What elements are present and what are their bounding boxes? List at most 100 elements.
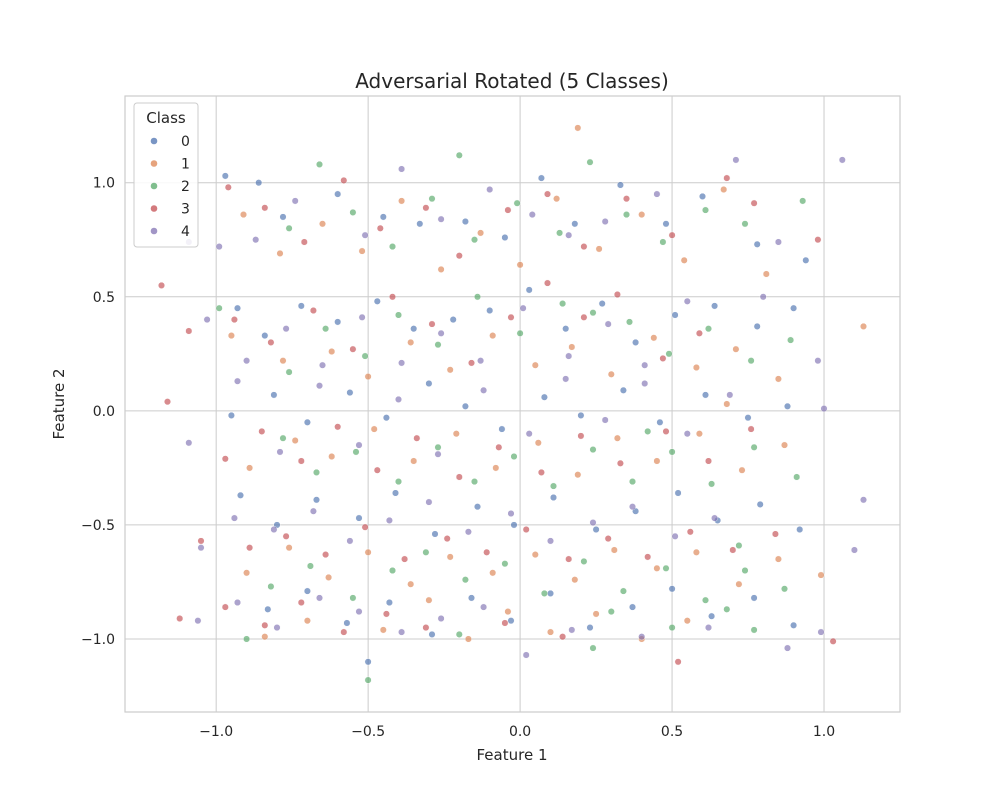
data-point <box>577 432 585 440</box>
data-point <box>565 352 573 360</box>
data-point <box>659 238 667 246</box>
data-point <box>507 313 515 321</box>
data-point <box>659 354 667 362</box>
data-point <box>756 500 764 508</box>
data-point <box>723 605 731 613</box>
data-point <box>437 215 445 223</box>
data-point <box>464 635 472 643</box>
data-point <box>349 594 357 602</box>
data-point <box>793 473 801 481</box>
data-point <box>641 379 649 388</box>
data-point <box>388 566 397 575</box>
legend-item-label: 0 <box>181 134 190 150</box>
data-point <box>504 206 512 214</box>
data-point <box>385 516 393 524</box>
data-point <box>358 313 366 321</box>
data-point <box>297 302 305 310</box>
data-point <box>355 608 363 616</box>
data-point <box>306 562 314 570</box>
data-point <box>683 617 691 625</box>
data-point <box>559 300 567 308</box>
data-point <box>239 211 248 219</box>
data-point <box>601 416 609 424</box>
data-point <box>522 651 530 659</box>
data-point <box>622 195 631 203</box>
data-point <box>589 309 597 317</box>
data-point <box>674 489 682 497</box>
data-point <box>553 195 561 203</box>
data-point <box>586 158 594 166</box>
data-point <box>312 496 321 504</box>
data-point <box>574 471 582 479</box>
data-point <box>616 181 624 189</box>
data-point <box>641 361 649 369</box>
data-point <box>610 546 618 554</box>
data-point <box>361 523 369 531</box>
data-point <box>735 580 743 588</box>
data-point <box>546 628 555 636</box>
data-point <box>346 537 354 545</box>
data-point <box>522 525 530 534</box>
y-tick-label: 0.0 <box>93 404 115 420</box>
data-point <box>300 238 308 246</box>
data-point <box>513 199 521 207</box>
legend-marker <box>150 182 158 190</box>
data-point <box>422 624 430 632</box>
series-3 <box>157 174 837 666</box>
data-point <box>486 306 494 315</box>
data-point <box>589 446 597 454</box>
data-point <box>546 537 555 545</box>
data-point <box>470 236 479 244</box>
data-point <box>461 576 469 584</box>
data-point <box>589 519 597 527</box>
data-point <box>613 434 621 442</box>
data-point <box>364 658 372 666</box>
data-point <box>510 452 518 461</box>
data-point <box>227 411 235 419</box>
data-point <box>243 569 251 577</box>
data-point <box>510 521 518 529</box>
data-point <box>318 361 327 369</box>
data-point <box>704 325 713 333</box>
data-point <box>258 427 266 435</box>
data-point <box>762 270 770 278</box>
data-point <box>291 436 299 445</box>
data-point <box>783 402 792 410</box>
data-point <box>267 338 275 346</box>
data-point <box>817 571 825 579</box>
data-point <box>391 489 400 497</box>
data-point <box>318 220 327 228</box>
data-point <box>346 389 354 397</box>
data-point <box>398 197 406 205</box>
data-point <box>243 357 251 365</box>
data-point <box>683 430 691 438</box>
data-point <box>455 252 463 260</box>
data-point <box>732 345 740 353</box>
data-point <box>340 176 348 184</box>
data-point <box>297 598 305 607</box>
data-point <box>650 334 658 342</box>
data-point <box>398 628 406 636</box>
data-point <box>370 425 378 433</box>
data-point <box>349 208 357 216</box>
data-point <box>838 156 846 164</box>
data-point <box>279 357 287 365</box>
chart-title: Adversarial Rotated (5 Classes) <box>355 69 669 93</box>
data-point <box>364 373 372 381</box>
data-point <box>790 621 798 629</box>
y-tick-label: −0.5 <box>81 518 115 534</box>
data-point <box>261 332 269 340</box>
data-point <box>531 361 539 369</box>
data-point <box>720 185 728 194</box>
data-point <box>434 450 442 458</box>
data-point <box>537 174 545 182</box>
data-point <box>434 443 442 451</box>
data-point <box>246 544 254 552</box>
series-4 <box>185 156 868 659</box>
data-point <box>723 174 731 182</box>
data-point <box>540 393 548 401</box>
data-point <box>276 448 284 456</box>
data-point <box>233 304 242 312</box>
data-point <box>340 628 348 636</box>
